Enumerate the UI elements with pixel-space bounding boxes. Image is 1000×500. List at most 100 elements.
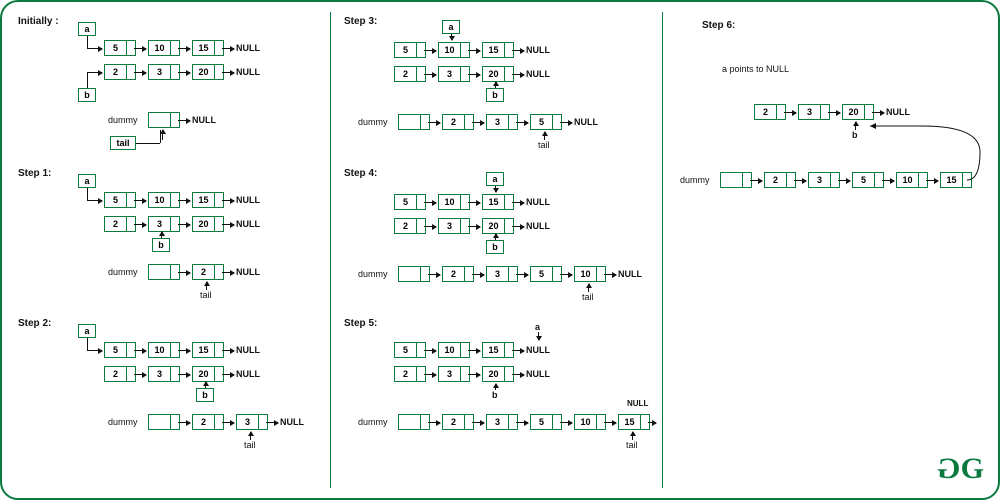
list-node: 15	[192, 192, 224, 208]
null-text: NULL	[526, 69, 550, 79]
list-node: 5	[104, 192, 136, 208]
arrow-icon	[134, 224, 146, 225]
pointer-a: a	[486, 172, 504, 186]
arrow-up-icon	[205, 382, 206, 388]
arrow-icon	[424, 350, 436, 351]
connector-curve	[862, 112, 982, 182]
pointer-a: a	[442, 20, 460, 34]
arrow-icon	[428, 122, 440, 123]
arrow-up-icon	[206, 282, 207, 290]
arrow-icon	[178, 120, 190, 121]
list-node: 2	[442, 114, 474, 130]
list-node: 2	[442, 266, 474, 282]
arrow-icon	[468, 374, 480, 375]
list-node: 3	[438, 366, 470, 382]
arrow-icon	[512, 350, 524, 351]
tail-label: tail	[538, 140, 550, 150]
list-node: 5	[104, 342, 136, 358]
list-node: 5	[394, 194, 426, 210]
list-node: 5	[394, 42, 426, 58]
null-text: NULL	[526, 345, 550, 355]
arrow-icon	[516, 422, 528, 423]
null-text: NULL	[192, 115, 216, 125]
list-node: 10	[438, 42, 470, 58]
list-node: 3	[236, 414, 268, 430]
pointer-b: b	[486, 88, 504, 102]
arrow-icon	[424, 74, 436, 75]
step-label: Step 6:	[702, 20, 735, 31]
arrow-icon	[178, 350, 190, 351]
arrow-line	[160, 130, 161, 143]
list-node: 10	[438, 342, 470, 358]
arrow-icon	[468, 74, 480, 75]
arrow-icon	[472, 274, 484, 275]
null-text: NULL	[236, 219, 260, 229]
arrow-icon	[222, 72, 234, 73]
dummy-node	[398, 114, 430, 130]
pointer-b-label: b	[852, 130, 858, 140]
list-node: 3	[438, 218, 470, 234]
dummy-node	[398, 414, 430, 430]
list-node: 2	[192, 414, 224, 430]
list-node: 2	[764, 172, 796, 188]
list-node: 2	[394, 366, 426, 382]
null-text: NULL	[236, 67, 260, 77]
list-node: 20	[192, 366, 224, 382]
list-node: 2	[394, 218, 426, 234]
arrow-icon	[604, 422, 616, 423]
list-node: 2	[104, 366, 136, 382]
arrow-up-icon	[495, 82, 496, 88]
arrow-icon	[838, 180, 850, 181]
arrow-icon	[750, 180, 762, 181]
arrow-up-icon	[544, 132, 545, 140]
arrow-icon	[512, 374, 524, 375]
arrow-icon	[222, 350, 234, 351]
arrow-icon	[512, 226, 524, 227]
null-text: NULL	[526, 221, 550, 231]
arrow-line	[87, 338, 88, 350]
arrow-icon	[134, 72, 146, 73]
list-node: 15	[482, 42, 514, 58]
arrow-icon	[178, 200, 190, 201]
null-text: NULL	[236, 267, 260, 277]
list-node: 20	[192, 216, 224, 232]
list-node: 20	[482, 218, 514, 234]
step-label-initial: Initially :	[18, 16, 59, 27]
arrow-icon	[178, 72, 190, 73]
dummy-label: dummy	[108, 417, 138, 427]
list-node: 10	[148, 342, 180, 358]
arrow-down-icon	[538, 332, 539, 340]
arrow-up-icon	[161, 232, 162, 238]
arrow-icon	[472, 422, 484, 423]
arrow-icon	[560, 274, 572, 275]
arrow-down-icon	[451, 34, 452, 40]
null-text: NULL	[526, 197, 550, 207]
pointer-b: b	[196, 388, 214, 402]
arrow-icon	[222, 48, 234, 49]
list-node: 3	[148, 366, 180, 382]
list-node: 10	[438, 194, 470, 210]
list-node: 2	[442, 414, 474, 430]
arrow-icon	[178, 422, 190, 423]
list-node: 5	[530, 414, 562, 430]
arrow-icon	[178, 272, 190, 273]
tail-label: tail	[244, 440, 256, 450]
arrow-icon	[134, 350, 146, 351]
arrow-icon	[560, 422, 572, 423]
arrow-icon	[222, 374, 234, 375]
null-text: NULL	[236, 195, 260, 205]
arrow-up-icon	[855, 122, 856, 130]
pointer-b-label: b	[492, 390, 498, 400]
dummy-node	[148, 414, 180, 430]
arrow-line	[87, 200, 102, 201]
pointer-a: a	[78, 324, 96, 338]
null-text: NULL	[236, 369, 260, 379]
arrow-line	[136, 143, 160, 144]
tail-label: tail	[582, 292, 594, 302]
arrow-icon	[428, 422, 440, 423]
list-node: 2	[104, 216, 136, 232]
arrow-icon	[560, 122, 572, 123]
list-node: 3	[148, 216, 180, 232]
list-node: 2	[192, 264, 224, 280]
pointer-b: b	[152, 238, 170, 252]
